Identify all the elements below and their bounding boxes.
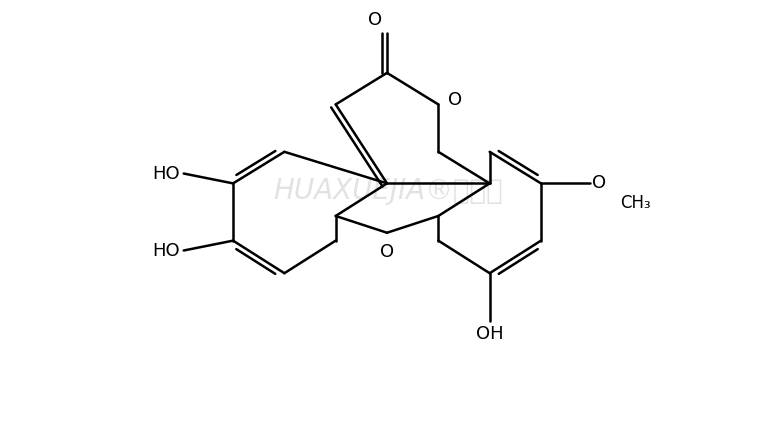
Text: O: O bbox=[368, 12, 382, 29]
Text: HUAXUEJIA®化学加: HUAXUEJIA®化学加 bbox=[274, 177, 503, 205]
Text: HO: HO bbox=[152, 242, 179, 259]
Text: O: O bbox=[592, 174, 606, 193]
Text: CH₃: CH₃ bbox=[620, 194, 650, 212]
Text: OH: OH bbox=[476, 325, 503, 343]
Text: O: O bbox=[380, 243, 394, 261]
Text: O: O bbox=[448, 92, 462, 109]
Text: HO: HO bbox=[152, 164, 179, 182]
